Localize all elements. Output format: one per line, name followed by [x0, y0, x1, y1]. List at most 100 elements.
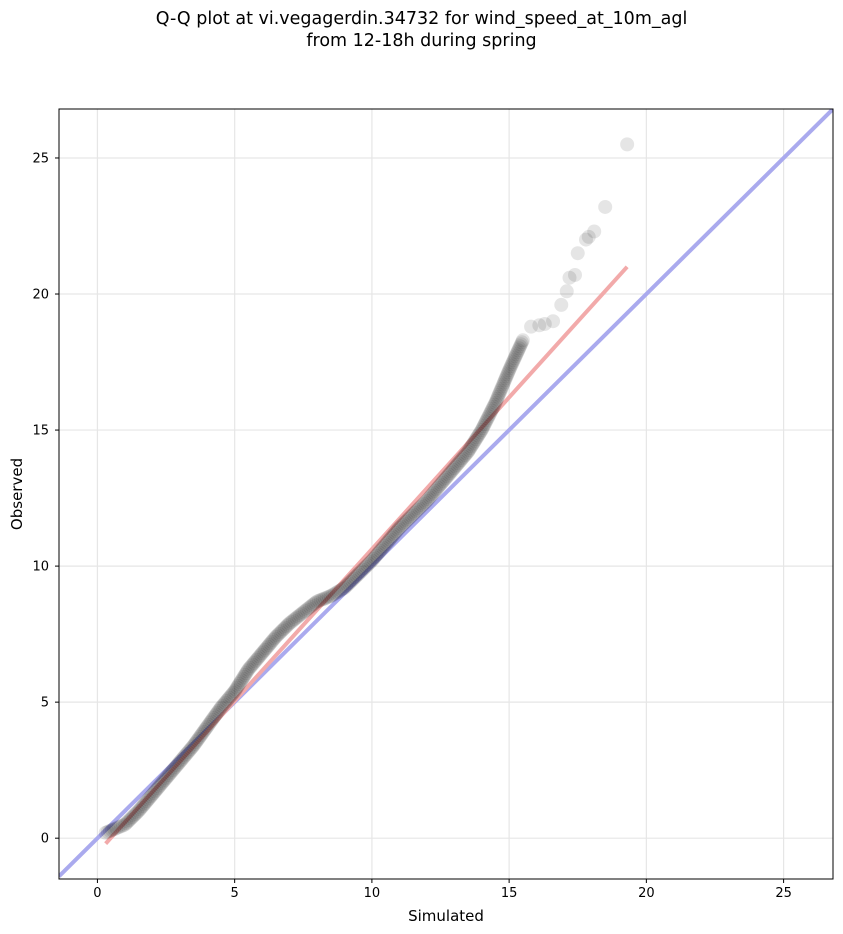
- data-point: [267, 631, 282, 646]
- data-point: [117, 817, 132, 832]
- data-point: [208, 707, 223, 722]
- data-point: [216, 697, 231, 712]
- data-point: [568, 267, 582, 282]
- data-point: [213, 700, 228, 715]
- data-point: [505, 355, 520, 370]
- data-point: [122, 813, 137, 828]
- data-point: [468, 432, 483, 447]
- chart-title-line-1: Q-Q plot at vi.vegagerdin.34732 for wind…: [155, 9, 688, 29]
- data-point: [190, 733, 205, 748]
- data-point: [503, 359, 518, 374]
- y-tick-label: 10: [32, 560, 49, 575]
- data-point: [237, 667, 252, 682]
- data-point: [598, 199, 613, 214]
- data-point: [287, 612, 302, 627]
- data-point: [494, 381, 509, 396]
- data-point: [248, 654, 263, 669]
- data-point: [403, 510, 418, 525]
- data-point: [171, 756, 186, 771]
- data-point: [123, 811, 138, 826]
- data-point: [227, 684, 242, 699]
- data-point: [111, 820, 126, 835]
- data-point: [179, 746, 194, 761]
- data-point: [503, 361, 518, 376]
- data-point: [289, 610, 304, 625]
- data-point: [141, 792, 156, 807]
- data-point: [423, 488, 438, 503]
- data-point: [201, 717, 216, 732]
- data-point: [466, 435, 481, 450]
- data-point: [152, 779, 167, 794]
- data-point: [191, 731, 206, 746]
- data-point: [352, 565, 367, 580]
- data-point: [321, 589, 336, 604]
- data-point: [426, 485, 441, 500]
- data-point: [404, 508, 419, 523]
- data-point: [382, 532, 397, 547]
- data-point: [325, 587, 340, 602]
- data-point: [165, 763, 180, 778]
- data-point: [401, 511, 416, 526]
- x-tick-label: 5: [231, 886, 239, 901]
- data-point: [337, 580, 352, 595]
- data-point: [203, 714, 218, 729]
- data-point: [507, 351, 522, 366]
- data-point: [421, 492, 436, 507]
- data-point: [187, 736, 202, 751]
- data-point: [510, 345, 525, 360]
- data-point: [477, 417, 492, 432]
- data-point: [264, 634, 279, 649]
- data-point: [285, 613, 300, 628]
- identity-line: [59, 109, 833, 878]
- data-point: [284, 614, 299, 629]
- data-point: [125, 810, 140, 825]
- data-point: [506, 353, 521, 368]
- data-point: [460, 444, 475, 459]
- data-point: [498, 371, 513, 386]
- data-point: [242, 660, 257, 675]
- data-point: [255, 646, 270, 661]
- data-point: [581, 229, 596, 244]
- data-point: [559, 284, 574, 299]
- data-point: [358, 559, 373, 574]
- data-point: [493, 383, 508, 398]
- data-point: [425, 487, 440, 502]
- data-point: [131, 803, 146, 818]
- data-point: [200, 719, 215, 734]
- data-point: [370, 547, 385, 562]
- data-point: [256, 644, 271, 659]
- data-point: [491, 387, 506, 402]
- data-point: [364, 553, 379, 568]
- data-point: [161, 768, 176, 783]
- data-point: [310, 594, 324, 609]
- data-point: [386, 527, 401, 542]
- data-point: [471, 428, 486, 443]
- data-point: [395, 517, 410, 532]
- data-point: [392, 521, 407, 536]
- data-points: [98, 137, 635, 840]
- data-point: [185, 740, 200, 755]
- data-point: [381, 534, 396, 549]
- data-point: [257, 642, 272, 657]
- data-point: [508, 349, 523, 364]
- data-point: [215, 698, 230, 713]
- data-point: [385, 529, 400, 544]
- data-point: [329, 585, 344, 600]
- data-point: [139, 794, 154, 809]
- data-point: [495, 379, 510, 394]
- data-point: [465, 437, 480, 452]
- data-point: [156, 774, 171, 789]
- data-point: [331, 584, 346, 599]
- data-point: [282, 616, 297, 631]
- data-point: [319, 590, 334, 605]
- data-point: [570, 246, 585, 261]
- data-point: [393, 519, 408, 534]
- data-point: [222, 690, 237, 705]
- data-point: [120, 814, 135, 829]
- data-point: [514, 335, 529, 350]
- data-point: [470, 430, 485, 445]
- data-point: [441, 467, 456, 482]
- data-point: [447, 461, 462, 476]
- data-point: [273, 625, 288, 640]
